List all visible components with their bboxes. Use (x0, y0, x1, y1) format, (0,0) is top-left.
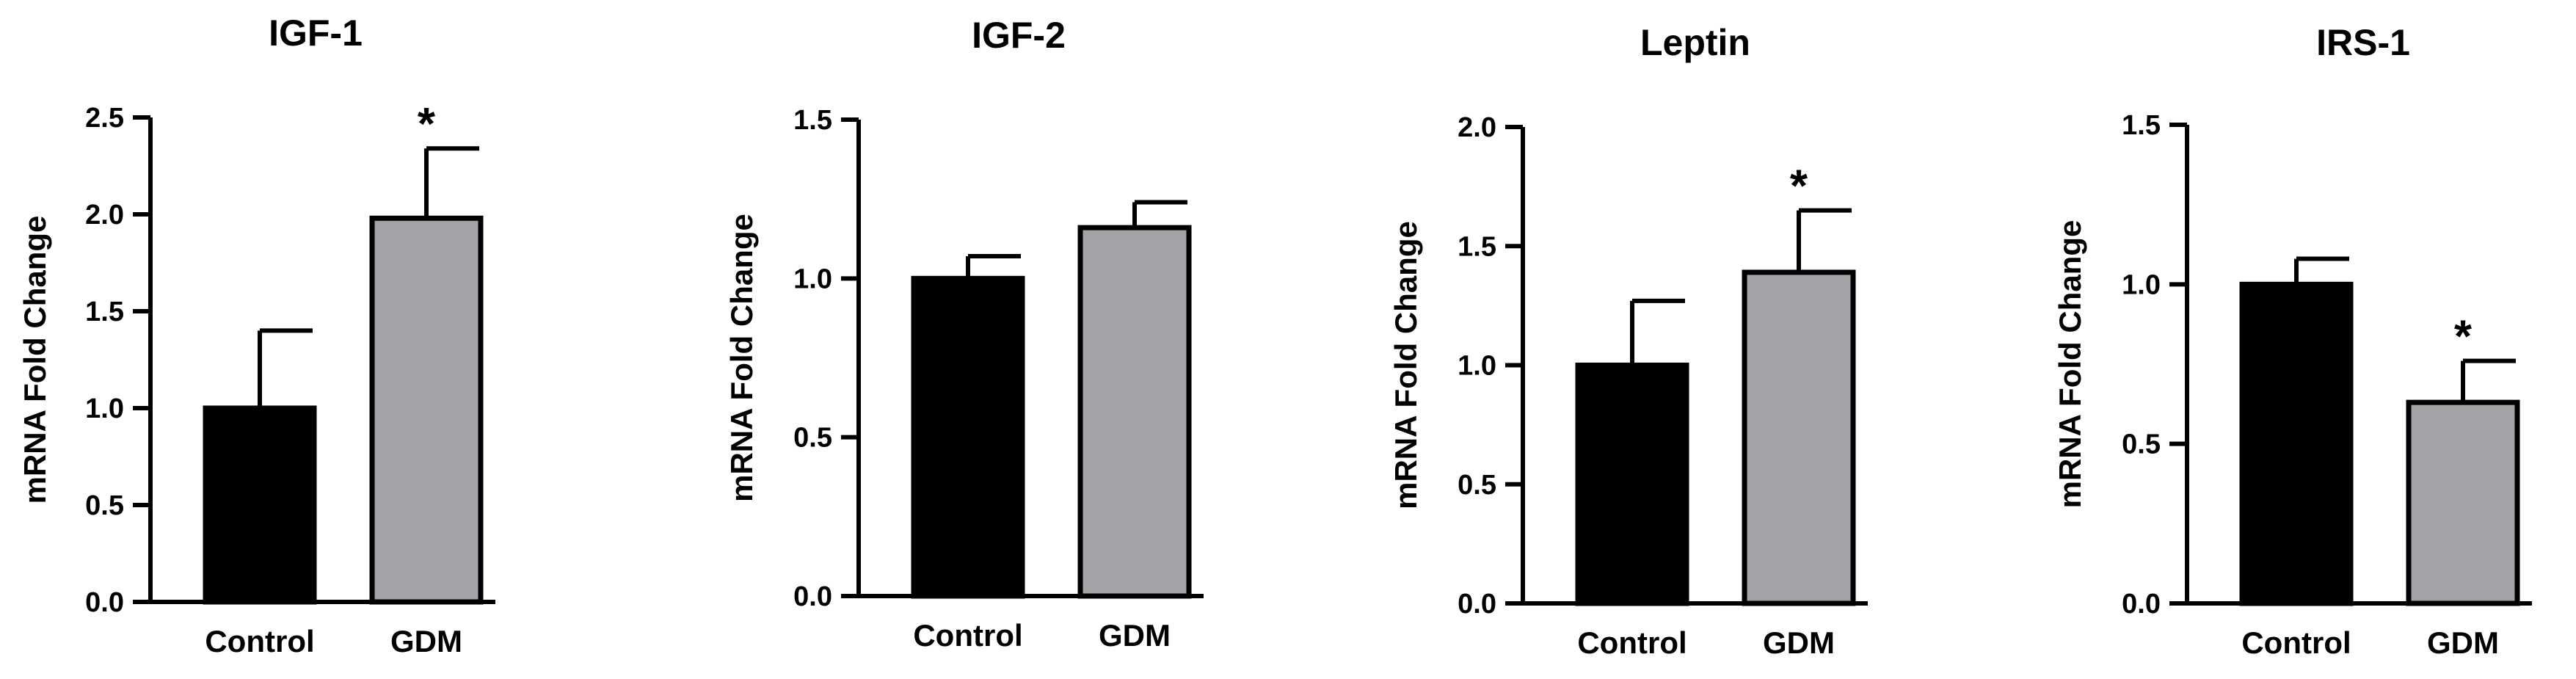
significance-marker: * (1790, 161, 1808, 212)
panel-leptin: Leptin mRNA Fold Change Control * GDM 0.0 0.5 1… (1389, 22, 1868, 660)
y-axis-label: mRNA Fold Change (18, 216, 52, 504)
x-tick-label: Control (1577, 625, 1687, 660)
y-tick-label: 1.5 (85, 297, 124, 327)
y-tick-label: 2.0 (1458, 112, 1496, 143)
y-tick-label: 1.0 (1458, 351, 1496, 382)
bar-control (1575, 363, 1689, 606)
significance-marker: * (2454, 312, 2473, 363)
y-axis-label: mRNA Fold Change (724, 214, 759, 502)
chart-title: IRS-1 (2316, 22, 2410, 63)
panel-igf2: IGF-2 mRNA Fold Change Control GDM 0.0 0.5 1.0… (724, 15, 1204, 653)
bar-gdm (2406, 399, 2520, 606)
x-tick-label: Control (913, 618, 1022, 653)
bar-control (2239, 281, 2354, 606)
bar-gdm (1742, 269, 1856, 606)
bar-control (911, 275, 1025, 599)
chart-title: IGF-2 (972, 15, 1066, 56)
panel-irs1: IRS-1 mRNA Fold Change Control * GDM 0.0 0.5 1.… (2053, 22, 2532, 660)
x-tick-label: GDM (1099, 618, 1171, 653)
y-tick-label: 2.0 (85, 200, 124, 230)
x-tick-label: GDM (2427, 625, 2499, 660)
chart-title: Leptin (1640, 22, 1750, 63)
bar-gdm (369, 215, 484, 605)
y-tick-label: 1.0 (2122, 269, 2161, 300)
y-tick-label: 1.5 (2122, 110, 2161, 141)
y-tick-label: 1.5 (1458, 231, 1496, 262)
bar-gdm (1077, 225, 1192, 599)
x-tick-label: GDM (390, 624, 462, 658)
y-tick-label: 0.5 (85, 490, 124, 521)
y-tick-label: 0.0 (1458, 589, 1496, 620)
y-axis-label: mRNA Fold Change (1389, 221, 1423, 509)
y-tick-label: 1.5 (793, 105, 832, 136)
y-tick-label: 0.0 (2122, 589, 2161, 620)
y-tick-label: 0.5 (793, 423, 832, 454)
chart-title: IGF-1 (269, 12, 363, 54)
y-tick-label: 1.0 (85, 393, 124, 424)
y-tick-label: 2.5 (85, 103, 124, 134)
x-tick-label: Control (2241, 625, 2351, 660)
y-tick-label: 1.0 (793, 264, 832, 294)
y-axis-label: mRNA Fold Change (2053, 220, 2087, 509)
y-tick-label: 0.5 (1458, 470, 1496, 501)
y-tick-label: 0.0 (793, 581, 832, 612)
x-tick-label: Control (205, 624, 314, 658)
y-tick-label: 0.0 (85, 587, 124, 618)
x-tick-label: GDM (1763, 625, 1835, 660)
y-tick-label: 0.5 (2122, 429, 2161, 460)
bar-control (203, 405, 317, 605)
significance-marker: * (418, 99, 436, 150)
panel-igf1: IGF-1 mRNA Fold Change Control * GDM 0.0 0.5 1.… (18, 12, 495, 658)
